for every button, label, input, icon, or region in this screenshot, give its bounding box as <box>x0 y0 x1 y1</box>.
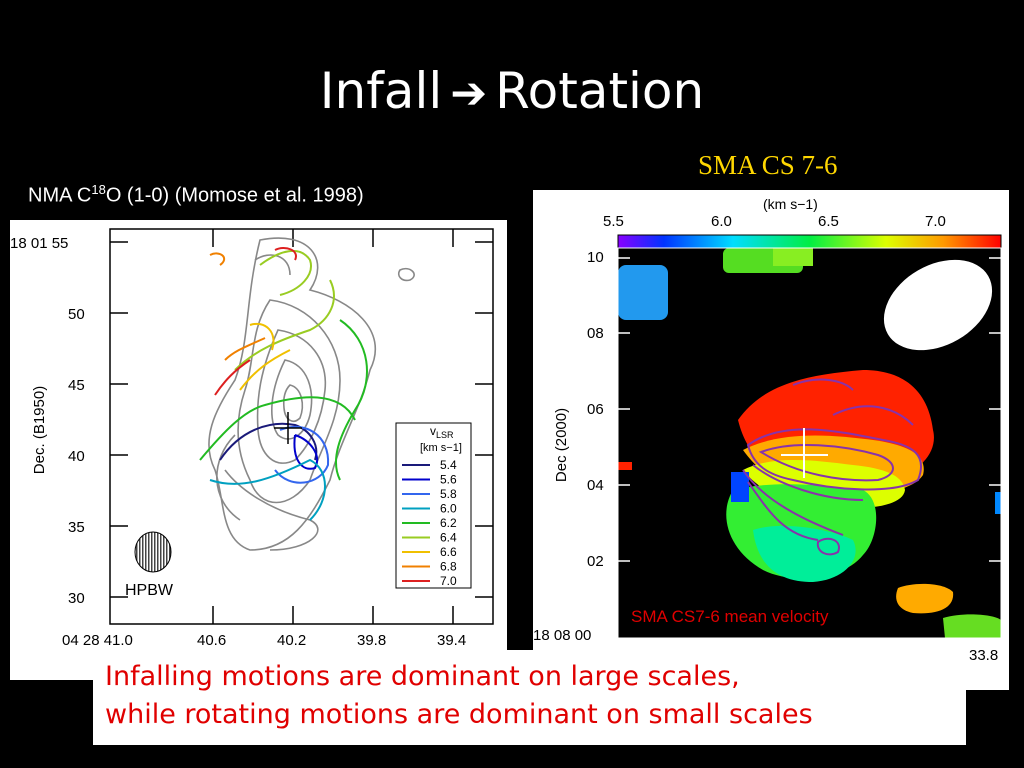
colorbar <box>617 234 1002 249</box>
map-tick-marks <box>618 257 1001 562</box>
caption-line-2: while rotating motions are dominant on s… <box>105 699 813 730</box>
velocity-legend: vLSR [km s−1] 5.45.65.86.06.26.46.66.87.… <box>395 422 472 589</box>
left-label-sup: 18 <box>91 182 106 197</box>
colorbar-tick: 6.5 <box>818 213 839 230</box>
y-tick-label: 18 01 55 <box>10 235 68 252</box>
x-tick-label: 04 28 41.0 <box>62 632 133 649</box>
x-tick-label: 18 08 00 <box>533 627 591 644</box>
legend-title: vLSR <box>430 424 454 440</box>
y-tick-label: 30 <box>68 590 85 607</box>
nma-contour-map: 18 01 55 50 45 40 35 30 Dec. (B1950) 04 … <box>10 228 494 649</box>
legend-entry: 5.4 <box>440 458 457 472</box>
slide-title: Infall ➔ Rotation <box>0 62 1024 120</box>
x-tick-label: 33.8 <box>969 647 998 664</box>
caption-line-1: Infalling motions are dominant on large … <box>105 661 740 692</box>
right-arrow-icon: ➔ <box>450 68 488 119</box>
velocity-contours <box>199 247 368 521</box>
legend-entry: 6.4 <box>440 531 457 545</box>
beam-ellipse-icon <box>883 259 993 351</box>
nma-c18o-figure: 18 01 55 50 45 40 35 30 Dec. (B1950) 04 … <box>10 220 507 680</box>
title-infall: Infall <box>319 62 443 120</box>
map-frame <box>617 247 1002 639</box>
left-label-main: NMA C <box>28 184 92 207</box>
y-axis-label: Dec. (B1950) <box>31 386 48 474</box>
protostar-cross-icon <box>781 428 828 478</box>
sma-cs76-figure: (km s−1) 5.5 6.0 6.5 7.0 <box>533 190 1009 690</box>
legend-entry: 6.6 <box>440 545 457 559</box>
x-tick-label: 40.2 <box>277 632 306 649</box>
right-figure-label: SMA CS 7-6 <box>698 150 838 180</box>
map-note: SMA CS7-6 mean velocity <box>631 607 829 626</box>
legend-entry: 7.0 <box>440 574 457 588</box>
left-figure-label: NMA C18O (1-0) (Momose et al. 1998) <box>28 182 364 208</box>
legend-entry: 6.8 <box>440 560 457 574</box>
colorbar-unit: (km s−1) <box>763 196 818 212</box>
sma-velocity-map: (km s−1) 5.5 6.0 6.5 7.0 <box>533 196 1002 664</box>
legend-entry: 5.6 <box>440 473 457 487</box>
y-tick-label: 10 <box>587 249 604 266</box>
intensity-contours <box>208 237 415 551</box>
left-label-rest: O (1-0) (Momose et al. 1998) <box>105 184 364 207</box>
y-tick-label: 35 <box>68 519 85 536</box>
y-tick-label: 45 <box>68 377 85 394</box>
colorbar-tick: 7.0 <box>925 213 946 230</box>
y-tick-label: 02 <box>587 553 604 570</box>
x-tick-label: 40.6 <box>197 632 226 649</box>
y-tick-label: 50 <box>68 306 85 323</box>
beam-ellipse-icon <box>134 531 172 573</box>
legend-unit: [km s−1] <box>420 442 462 454</box>
colorbar-tick: 5.5 <box>603 213 624 230</box>
y-tick-label: 08 <box>587 325 604 342</box>
colorbar-tick: 6.0 <box>711 213 732 230</box>
y-tick-label: 06 <box>587 401 604 418</box>
y-tick-label: 40 <box>68 448 85 465</box>
protostar-cross-icon <box>274 412 302 444</box>
y-tick-label: 04 <box>587 477 604 494</box>
legend-entry: 6.0 <box>440 502 457 516</box>
legend-entry: 5.8 <box>440 487 457 501</box>
title-rotation: Rotation <box>495 62 705 120</box>
plot-frame <box>109 228 494 625</box>
intensity-contours <box>742 378 923 556</box>
legend-entry: 6.2 <box>440 516 457 530</box>
y-tick-marks <box>110 229 493 624</box>
beam-label: HPBW <box>125 582 174 599</box>
slide-caption: Infalling motions are dominant on large … <box>93 650 966 745</box>
legend-box <box>395 422 472 589</box>
x-tick-label: 39.8 <box>357 632 386 649</box>
y-axis-label: Dec (2000) <box>553 408 570 482</box>
x-tick-label: 39.4 <box>437 632 466 649</box>
